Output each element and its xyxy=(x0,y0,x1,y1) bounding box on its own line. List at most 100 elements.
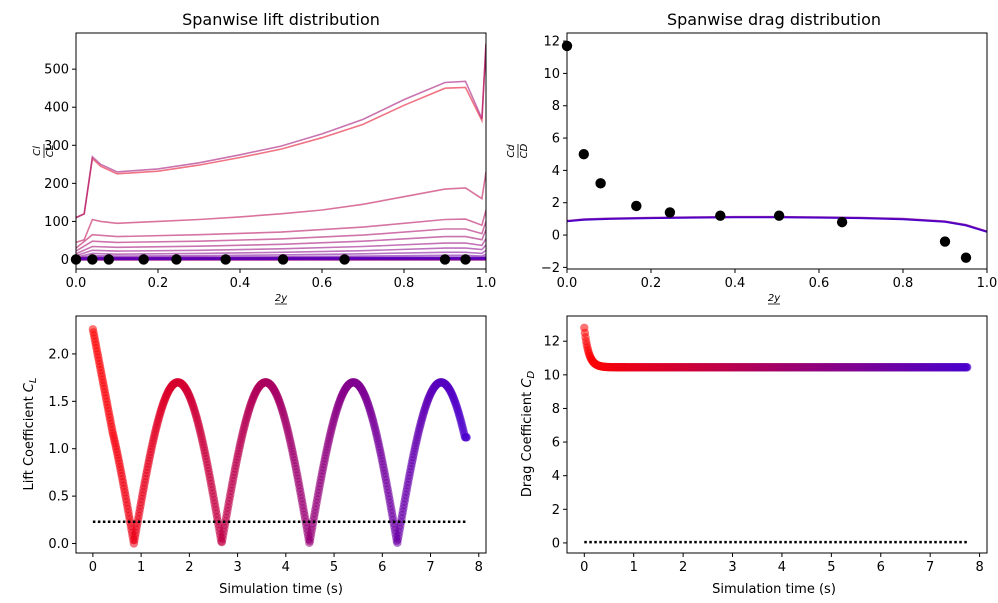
svg-text:Cd: Cd xyxy=(506,144,517,158)
y-axis-label: Drag Coefficient CD xyxy=(520,371,537,498)
series-line xyxy=(76,249,486,259)
x-tick-label: 7 xyxy=(426,560,434,575)
chart-lift-distribution: Spanwise lift distribution 0.0 0.2 0.4 0.6 0… xyxy=(32,10,496,305)
x-tick-label: 0 xyxy=(89,560,97,575)
x-tick-label: 7 xyxy=(926,560,934,575)
data-point xyxy=(171,254,182,265)
y-tick-label: 0 xyxy=(552,536,560,551)
x-tick-label: 0.6 xyxy=(809,276,830,291)
y-tick-label: 10 xyxy=(543,368,560,383)
data-point xyxy=(460,254,471,265)
y-tick-label: 0 xyxy=(552,229,560,244)
plot-frame xyxy=(566,315,988,554)
x-tick-label: 0.4 xyxy=(725,276,746,291)
y-tick-label: 8 xyxy=(552,402,560,417)
x-tick-label: 2 xyxy=(679,560,687,575)
chart-lift-coefficient: 0 1 2 3 4 5 6 7 8 0.0 0.5 1.0 1.5 2.0 Simulation time… xyxy=(22,315,487,597)
x-tick-label: 1 xyxy=(137,560,145,575)
svg-text:CL: CL xyxy=(45,145,56,158)
data-point xyxy=(664,207,676,218)
x-tick-label: 0.2 xyxy=(641,276,662,291)
y-tick-label: 500 xyxy=(44,63,69,78)
data-point xyxy=(578,149,589,160)
data-point xyxy=(939,236,951,247)
y-tick-label: 0.0 xyxy=(48,537,69,552)
series-line xyxy=(567,215,987,232)
x-tick-label: 2 xyxy=(185,560,193,575)
plot-frame xyxy=(75,32,487,270)
y-tick-label: 300 xyxy=(44,139,69,154)
y-tick-label: 0 xyxy=(61,253,69,268)
y-tick-label: 0.5 xyxy=(48,490,69,505)
svg-text:2y: 2y xyxy=(275,293,288,304)
y-axis-label: Cl CL xyxy=(32,144,56,158)
x-tick-label: 0.0 xyxy=(66,276,87,291)
x-tick-label: 6 xyxy=(378,560,386,575)
y-tick-label: 12 xyxy=(543,35,560,50)
series-line xyxy=(567,216,987,233)
y-axis-label: Lift Coefficient CL xyxy=(22,378,39,491)
x-tick-label: 0.4 xyxy=(230,276,251,291)
y-tick-label: 12 xyxy=(543,335,560,350)
x-tick-label: 5 xyxy=(827,560,835,575)
svg-text:Cl: Cl xyxy=(32,146,43,156)
y-tick-label: 400 xyxy=(44,101,69,116)
x-tick-label: 6 xyxy=(877,560,885,575)
x-tick-label: 0.6 xyxy=(312,276,333,291)
x-tick-label: 0.2 xyxy=(148,276,169,291)
series-line xyxy=(76,209,486,249)
y-tick-label: −2 xyxy=(541,261,560,276)
series-line xyxy=(76,171,486,244)
data-point xyxy=(220,254,231,265)
x-axis-label: Simulation time (s) xyxy=(712,582,836,597)
data-point xyxy=(715,210,726,221)
y-tick-label: 6 xyxy=(552,436,560,451)
y-tick-label: 4 xyxy=(552,164,560,179)
y-tick-label: 1.0 xyxy=(48,442,69,457)
y-axis-label: Cd CD xyxy=(506,143,530,158)
x-tick-label: 1 xyxy=(630,560,638,575)
y-tick-label: 2 xyxy=(552,196,560,211)
x-tick-label: 3 xyxy=(233,560,241,575)
y-tick-label: 2 xyxy=(552,503,560,518)
series-line xyxy=(76,44,486,219)
y-tick-label: 200 xyxy=(44,177,69,192)
x-tick-label: 5 xyxy=(330,560,338,575)
x-tick-label: 3 xyxy=(728,560,736,575)
svg-text:2y: 2y xyxy=(768,293,781,304)
y-tick-label: 4 xyxy=(552,469,560,484)
y-tick-label: 6 xyxy=(552,132,560,147)
data-point xyxy=(103,254,115,265)
x-tick-label: 8 xyxy=(475,560,483,575)
data-point xyxy=(439,254,451,265)
svg-text:CD: CD xyxy=(519,143,530,158)
chart-title: Spanwise lift distribution xyxy=(182,10,380,29)
series-line xyxy=(76,221,486,252)
series-line xyxy=(76,238,486,257)
data-point xyxy=(87,254,98,265)
y-tick-label: 1.5 xyxy=(48,395,69,410)
data-point xyxy=(277,254,289,265)
data-point xyxy=(963,363,972,372)
data-point xyxy=(631,200,642,212)
plot-frame xyxy=(75,315,487,554)
chart-drag-distribution: Spanwise drag distribution 0.0 0.2 0.4 0.6 0… xyxy=(506,10,998,305)
series-line xyxy=(76,229,486,255)
x-tick-label: 4 xyxy=(282,560,290,575)
x-tick-label: 0.8 xyxy=(893,276,914,291)
data-point xyxy=(339,254,350,265)
data-point xyxy=(836,216,848,228)
x-tick-label: 1.0 xyxy=(977,276,998,291)
y-tick-label: 100 xyxy=(44,215,69,230)
chart-title: Spanwise drag distribution xyxy=(667,10,881,29)
data-point xyxy=(462,433,471,442)
x-tick-label: 8 xyxy=(975,560,983,575)
series-line xyxy=(76,244,486,258)
y-tick-label: 2.0 xyxy=(48,347,69,362)
x-axis-label: Simulation time (s) xyxy=(219,582,343,597)
y-tick-label: 8 xyxy=(552,99,560,114)
data-point xyxy=(773,210,785,221)
x-tick-label: 0 xyxy=(580,560,588,575)
